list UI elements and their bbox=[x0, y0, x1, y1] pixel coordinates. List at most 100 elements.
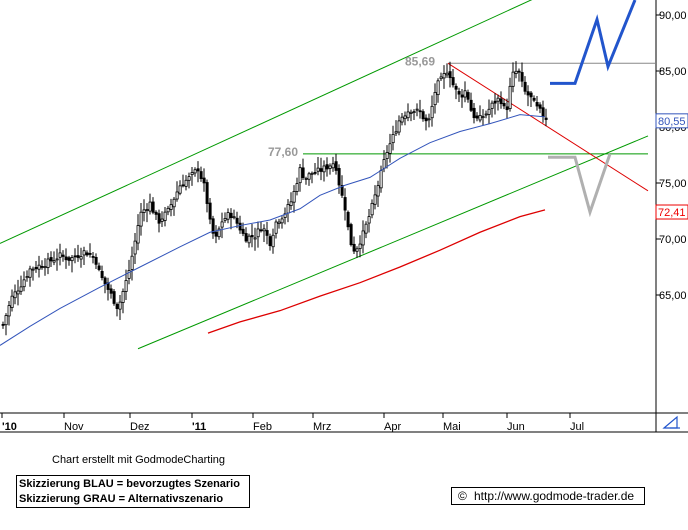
candle-body bbox=[73, 255, 77, 258]
candle bbox=[220, 212, 224, 239]
candle-body bbox=[316, 167, 320, 172]
candle bbox=[205, 179, 209, 213]
candle bbox=[391, 125, 395, 151]
y-tick-label: 65,00 bbox=[659, 290, 687, 302]
candle-body bbox=[334, 161, 338, 171]
candle bbox=[352, 236, 356, 255]
candle bbox=[97, 262, 101, 272]
candle bbox=[280, 216, 284, 229]
candle-body bbox=[421, 111, 425, 120]
candle-body bbox=[343, 197, 347, 211]
candle-body bbox=[265, 230, 269, 236]
candle-body bbox=[160, 218, 164, 222]
candle bbox=[34, 260, 38, 273]
candle-body bbox=[385, 152, 389, 159]
candle bbox=[217, 226, 221, 240]
candle-body bbox=[280, 218, 284, 224]
candle bbox=[454, 83, 458, 100]
candle bbox=[514, 61, 518, 79]
candle bbox=[463, 81, 467, 103]
price-label-box bbox=[655, 204, 688, 220]
x-tick-label: Jun bbox=[507, 421, 525, 433]
scenario-grey-path bbox=[548, 153, 612, 218]
candle bbox=[169, 198, 173, 217]
candle bbox=[151, 197, 155, 215]
candle-body bbox=[205, 182, 209, 204]
candle-body bbox=[337, 168, 341, 186]
candle bbox=[73, 248, 77, 264]
candle-body bbox=[217, 228, 221, 238]
candle bbox=[439, 72, 443, 81]
candle-body bbox=[367, 216, 371, 224]
candle bbox=[301, 158, 305, 180]
candle bbox=[325, 157, 329, 177]
candle bbox=[403, 111, 407, 126]
candle-body bbox=[379, 170, 383, 189]
candle-body bbox=[52, 260, 56, 263]
candle-body bbox=[292, 191, 296, 203]
x-tick-label: Jul bbox=[570, 421, 584, 433]
copyright-icon: © bbox=[458, 489, 467, 503]
candle-body bbox=[481, 116, 485, 119]
candle bbox=[370, 199, 374, 219]
candle-body bbox=[169, 204, 173, 210]
candle-body bbox=[187, 176, 191, 181]
candle bbox=[181, 174, 185, 188]
candle-body bbox=[25, 276, 29, 279]
candle bbox=[394, 120, 398, 136]
candle-body bbox=[46, 258, 50, 268]
candle-body bbox=[382, 159, 386, 169]
candle-body bbox=[28, 268, 32, 278]
candle-body bbox=[526, 91, 530, 96]
candle-body bbox=[88, 253, 92, 255]
candle-body bbox=[496, 97, 500, 102]
level-annotation: 85,69 bbox=[405, 54, 435, 68]
x-tick-label: '10 bbox=[2, 421, 17, 433]
candle bbox=[316, 157, 320, 176]
candle-body bbox=[325, 164, 329, 170]
candle-body bbox=[139, 211, 143, 227]
candle-body bbox=[460, 94, 464, 98]
candle-body bbox=[544, 117, 548, 120]
website-link[interactable]: © http://www.godmode-trader.de bbox=[451, 487, 645, 505]
candle-body bbox=[493, 100, 497, 104]
candle bbox=[322, 160, 326, 182]
candle bbox=[532, 95, 536, 103]
candle-body bbox=[259, 229, 263, 232]
candle bbox=[88, 243, 92, 258]
candle-body bbox=[463, 90, 467, 98]
candle-body bbox=[181, 184, 185, 187]
x-tick-label: Apr bbox=[384, 421, 401, 433]
candle bbox=[544, 108, 548, 127]
candle-body bbox=[94, 256, 98, 265]
candle bbox=[175, 181, 179, 202]
candle bbox=[253, 227, 257, 251]
candle bbox=[115, 302, 119, 317]
candle-body bbox=[445, 72, 449, 76]
candle-body bbox=[172, 198, 176, 208]
candle-body bbox=[214, 231, 218, 237]
candle-body bbox=[16, 290, 20, 295]
candle bbox=[313, 163, 317, 176]
x-tick-label: Mrz bbox=[313, 421, 331, 433]
candle bbox=[46, 252, 50, 275]
candle bbox=[343, 188, 347, 221]
website-url[interactable]: http://www.godmode-trader.de bbox=[474, 489, 635, 503]
candle bbox=[376, 180, 380, 207]
candle bbox=[418, 99, 422, 119]
candle-body bbox=[85, 252, 89, 256]
candle-body bbox=[286, 204, 290, 214]
candle-body bbox=[133, 240, 137, 255]
candle bbox=[193, 167, 197, 177]
candle bbox=[424, 114, 428, 131]
candle-body bbox=[472, 107, 476, 119]
candle-body bbox=[91, 256, 95, 258]
scroll-arrow-icon[interactable] bbox=[662, 415, 680, 429]
candle-body bbox=[430, 105, 434, 119]
candle-body bbox=[538, 104, 542, 109]
candle bbox=[184, 175, 188, 191]
candle-body bbox=[331, 163, 335, 169]
candle-body bbox=[289, 201, 293, 206]
candle bbox=[511, 62, 515, 93]
candle-body bbox=[13, 291, 17, 299]
